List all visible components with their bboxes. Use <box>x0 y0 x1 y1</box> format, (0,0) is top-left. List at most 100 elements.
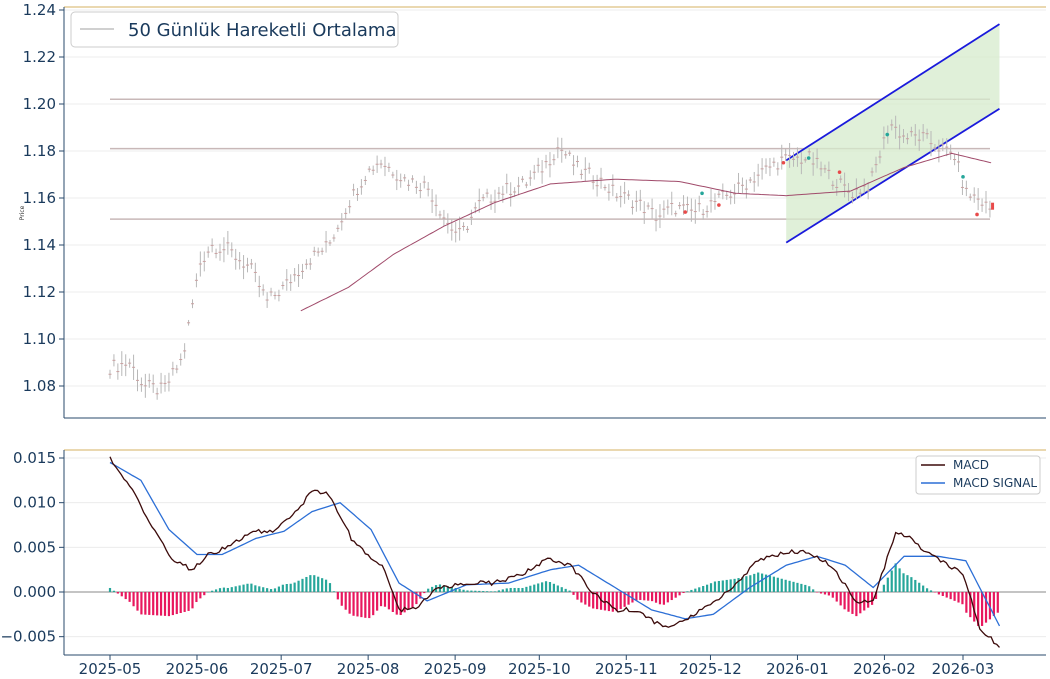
macd-legend-box <box>915 455 1041 495</box>
last-candle <box>991 202 995 210</box>
macd-histogram-bar <box>808 586 811 592</box>
macd-histogram-bar <box>128 592 131 602</box>
macd-histogram-bar <box>584 592 587 605</box>
x-tick-label: 2025-06 <box>166 660 229 678</box>
macd-histogram-bar <box>431 586 434 592</box>
macd-histogram-bar <box>780 578 783 592</box>
macd-histogram-bar <box>195 592 198 603</box>
macd-histogram-bar <box>159 592 163 616</box>
macd-histogram-bar <box>654 592 658 603</box>
macd-histogram-bar <box>690 589 693 592</box>
macd-histogram-bar <box>949 592 952 600</box>
ma50-line <box>300 152 992 312</box>
macd-histogram-bar <box>992 592 995 617</box>
macd-histogram-bar <box>760 573 764 592</box>
macd-histogram-bar <box>321 578 324 592</box>
macd-histogram-bar <box>301 578 304 592</box>
price-y-tick-label: 1.12 <box>23 283 56 301</box>
macd-histogram-bar <box>305 576 308 592</box>
macd-histogram-bar <box>317 576 320 592</box>
macd-histogram-bar <box>745 576 748 592</box>
macd-histogram-bar <box>116 592 119 594</box>
macd-histogram-bar <box>281 584 284 592</box>
price-marker <box>700 191 704 196</box>
macd-histogram-bar <box>509 587 512 592</box>
macd-histogram-bar <box>525 586 528 592</box>
macd-histogram-bar <box>152 592 155 616</box>
macd-histogram-bar <box>706 584 709 592</box>
macd-histogram-bar <box>474 590 477 592</box>
macd-histogram-bar <box>882 584 885 592</box>
macd-histogram-bar <box>199 592 202 599</box>
macd-histogram-bar <box>230 587 233 592</box>
macd-histogram-bar <box>242 584 245 592</box>
macd-histogram-bar <box>925 588 929 592</box>
macd-histogram-bar <box>124 592 127 600</box>
price-y-tick-label: 1.20 <box>23 95 56 113</box>
macd-histogram-bar <box>717 580 720 592</box>
price-y-tick-label: 1.16 <box>23 189 56 207</box>
macd-histogram-bar <box>226 587 229 592</box>
x-tick-label: 2025-07 <box>250 660 313 678</box>
macd-histogram-bar <box>537 583 540 592</box>
price-legend-box <box>70 11 399 48</box>
macd-histogram-bar <box>407 592 410 610</box>
macd-legend-label-signal: MACD SIGNAL <box>953 476 1037 490</box>
macd-histogram-bar <box>898 568 901 592</box>
macd-histogram-bar <box>489 591 493 592</box>
macd-histogram-bar <box>163 592 167 616</box>
macd-histogram-bar <box>360 592 363 618</box>
macd-histogram-bar <box>741 577 744 592</box>
macd-histogram-bar <box>764 574 768 592</box>
macd-histogram-bar <box>470 590 473 592</box>
macd-histogram-bar <box>823 592 827 595</box>
macd-histogram-bar <box>203 592 206 596</box>
price-marker <box>885 132 890 137</box>
macd-histogram-bar <box>250 583 253 592</box>
macd-histogram-bar <box>423 592 426 594</box>
macd-histogram-bar <box>513 587 516 592</box>
macd-histogram-bar <box>576 592 579 600</box>
macd-histogram-bar <box>894 563 897 592</box>
macd-histogram-bar <box>709 583 713 592</box>
macd-histogram-bar <box>348 592 351 614</box>
macd-histogram-bar <box>851 592 854 614</box>
macd-histogram-bar <box>478 590 481 592</box>
macd-histogram-bar <box>376 592 379 611</box>
macd-legend: MACD MACD SIGNAL <box>915 455 1041 495</box>
macd-histogram-bar <box>262 587 265 592</box>
macd-histogram-bar <box>772 576 775 592</box>
macd-histogram-bar <box>804 584 807 592</box>
macd-histogram-bar <box>980 592 984 626</box>
macd-histogram-bar <box>454 587 457 592</box>
macd-histogram-bar <box>721 580 724 592</box>
macd-histogram-bar <box>603 592 607 611</box>
macd-histogram-bar <box>929 590 933 592</box>
macd-histogram-bar <box>969 592 972 618</box>
macd-histogram-bar <box>914 579 917 592</box>
price-legend: 50 Günlük Hareketli Ortalama <box>70 11 399 48</box>
price-y-ticks: 1.08 1.10 1.12 1.14 1.16 1.18 1.20 1.22 1.24 <box>23 1 64 395</box>
macd-histogram-bar <box>541 582 544 592</box>
price-y-label: Price <box>19 205 26 220</box>
macd-histogram-bar <box>332 591 336 592</box>
macd-histogram-bar <box>788 580 791 592</box>
macd-histogram-bar <box>214 589 218 592</box>
macd-histogram-bar <box>737 578 740 592</box>
macd-histogram-bar <box>635 592 638 601</box>
macd-histogram-bar <box>132 592 135 607</box>
macd-histogram-bar <box>800 583 803 592</box>
macd-histogram-bar <box>207 592 210 593</box>
macd-histogram-bar <box>552 583 555 592</box>
macd-histogram-bar <box>658 592 662 605</box>
macd-histogram-bar <box>977 592 980 626</box>
macd-histogram-bar <box>183 592 186 612</box>
macd-histogram-bar <box>411 592 414 608</box>
macd-histogram-bar <box>466 590 469 592</box>
price-marker <box>717 203 721 207</box>
macd-histogram-bar <box>175 592 178 615</box>
macd-histogram-bar <box>403 592 406 613</box>
macd-histogram-bar <box>878 591 882 593</box>
macd-histogram-bar <box>560 587 563 592</box>
macd-histogram-bar <box>112 590 116 592</box>
